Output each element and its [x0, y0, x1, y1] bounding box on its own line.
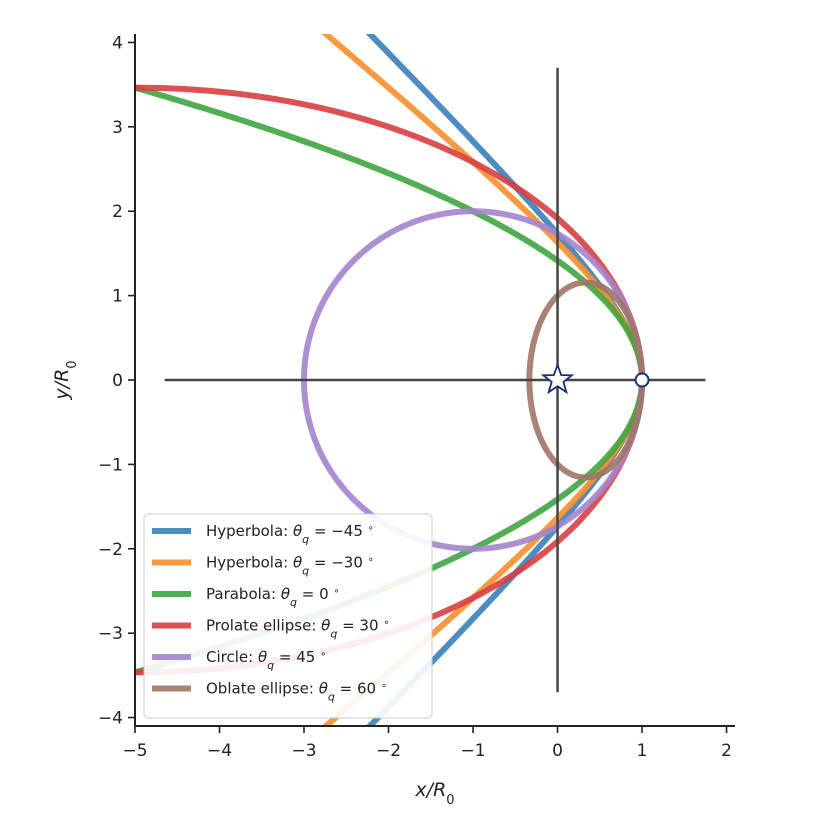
x-axis-label: x/R0	[414, 779, 454, 808]
y-tick-label: −1	[98, 455, 123, 475]
star-marker	[540, 362, 575, 395]
x-tick-label: −3	[291, 741, 316, 761]
legend-entry: Circle: θq = 45 ∘	[206, 648, 326, 672]
y-tick-label: 0	[112, 371, 123, 391]
axes: −5 −4 −3 −2 −1 0 1 2 −4 −3 −2 −1 0 1 2 3 4	[98, 33, 735, 761]
legend-box	[143, 513, 433, 719]
legend-entry: Oblate ellipse: θq = 60 ∘	[206, 680, 387, 704]
circle-marker	[634, 372, 650, 388]
y-tick-label: −2	[98, 540, 123, 560]
y-tick-label: 1	[112, 287, 123, 307]
x-tick-label: 2	[721, 741, 732, 761]
legend-entry: Hyperbola: θq = −30 ∘	[206, 554, 374, 578]
legend-entry: Parabola: θq = 0 ∘	[206, 585, 340, 609]
y-tick-label: 2	[112, 202, 123, 222]
x-tick-label: −5	[122, 741, 147, 761]
x-tick-label: −4	[207, 741, 232, 761]
legend-entry: Hyperbola: θq = −45 ∘	[206, 522, 374, 546]
y-tick-label: −4	[98, 709, 123, 729]
x-tick-label: −1	[460, 741, 485, 761]
y-tick-label: −3	[98, 624, 123, 644]
y-tick-label: 4	[112, 33, 123, 53]
y-axis-label: y/R0	[51, 360, 80, 400]
x-tick-label: 1	[637, 741, 648, 761]
legend-entry: Prolate ellipse: θq = 30 ∘	[206, 617, 390, 641]
x-tick-label: 0	[552, 741, 563, 761]
x-tick-label: −2	[376, 741, 401, 761]
markers	[540, 362, 650, 395]
legend: Hyperbola: θq = −45 ∘ Hyperbola: θq = −30…	[143, 513, 433, 719]
y-tick-label: 3	[112, 118, 123, 138]
